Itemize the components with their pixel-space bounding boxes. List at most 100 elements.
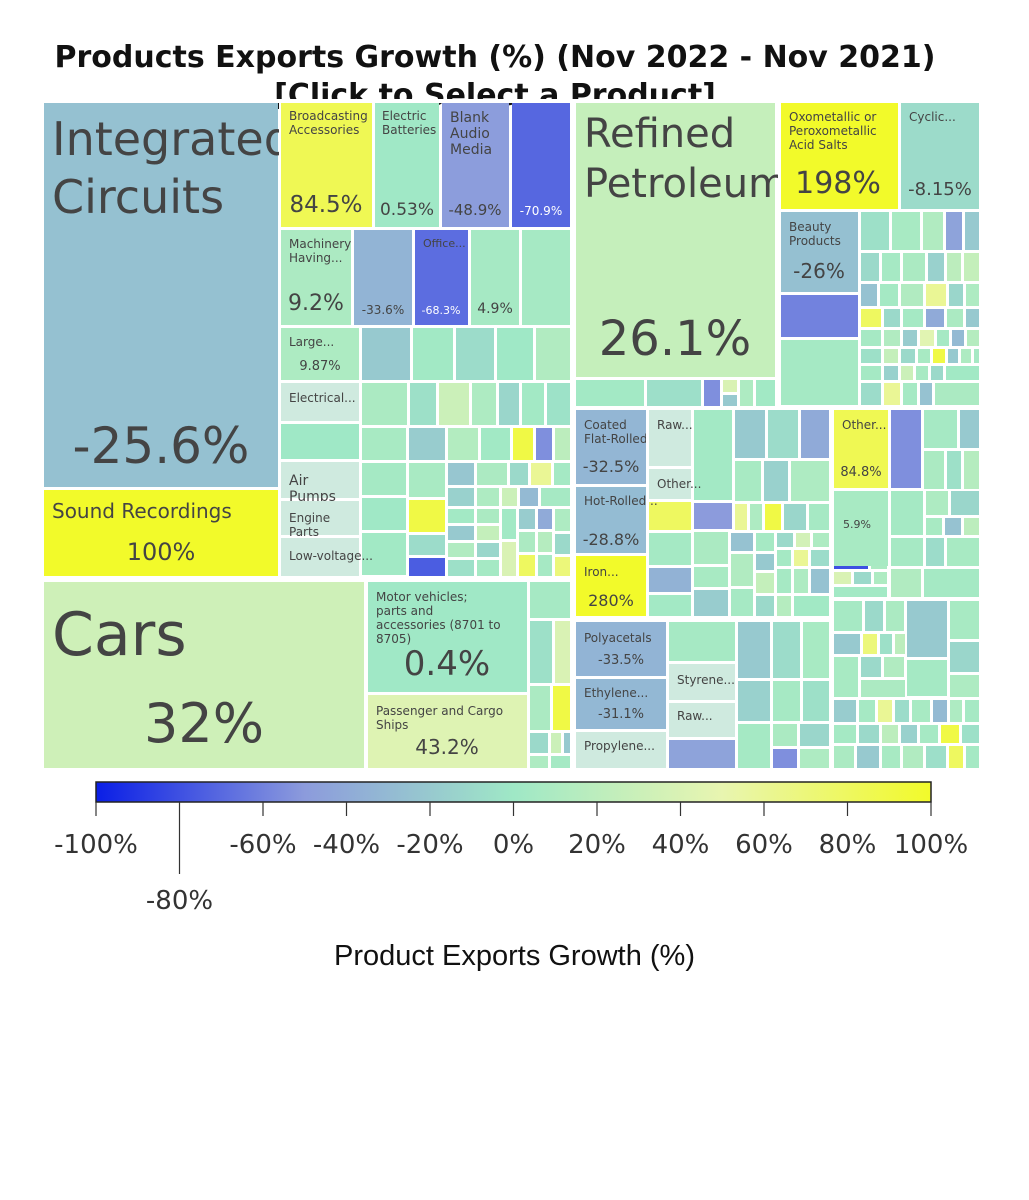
treemap-tile-small[interactable] bbox=[865, 601, 883, 631]
treemap-tile[interactable]: Sound Recordings 100% bbox=[44, 490, 278, 576]
treemap-tile-rect[interactable] bbox=[649, 410, 691, 466]
treemap-tile-small[interactable] bbox=[723, 395, 737, 406]
treemap-tile-small[interactable] bbox=[882, 253, 900, 281]
treemap-tile-small[interactable] bbox=[834, 657, 858, 697]
treemap-tile[interactable]: Large... 9.87% bbox=[281, 328, 359, 380]
treemap-tile-small[interactable] bbox=[923, 212, 943, 250]
treemap-tile-small[interactable] bbox=[756, 380, 775, 406]
treemap-tile[interactable]: -70.9% bbox=[512, 103, 570, 227]
treemap-tile-small[interactable] bbox=[948, 349, 958, 363]
treemap-tile-small[interactable] bbox=[920, 330, 934, 346]
treemap-tile-small[interactable] bbox=[522, 230, 570, 325]
treemap-tile-small[interactable] bbox=[884, 330, 900, 346]
treemap-tile-small[interactable] bbox=[794, 550, 808, 566]
treemap-tile-small[interactable] bbox=[538, 532, 552, 552]
treemap-tile-rect[interactable] bbox=[281, 462, 359, 498]
treemap-tile-small[interactable] bbox=[513, 428, 533, 460]
treemap-tile-small[interactable] bbox=[801, 410, 829, 458]
treemap-tile-rect[interactable] bbox=[576, 487, 646, 553]
treemap-tile-small[interactable] bbox=[477, 509, 499, 523]
treemap-tile-small[interactable] bbox=[861, 383, 881, 405]
treemap-tile-rect[interactable] bbox=[368, 582, 527, 692]
treemap-tile-small[interactable] bbox=[903, 746, 923, 768]
treemap-tile-small[interactable] bbox=[803, 681, 829, 721]
treemap-tile-small[interactable] bbox=[649, 502, 691, 530]
treemap-tile-small[interactable] bbox=[933, 700, 947, 722]
treemap-tile-small[interactable] bbox=[920, 383, 932, 405]
treemap-tile-small[interactable] bbox=[926, 491, 948, 515]
treemap-tile-small[interactable] bbox=[903, 309, 923, 327]
treemap-tile-small[interactable] bbox=[536, 428, 552, 460]
treemap-tile-small[interactable] bbox=[966, 746, 979, 768]
treemap-tile-small[interactable] bbox=[362, 328, 410, 380]
treemap-tile-small[interactable] bbox=[834, 634, 860, 654]
treemap-tile-small[interactable] bbox=[907, 660, 947, 696]
treemap-tile-small[interactable] bbox=[926, 746, 946, 768]
treemap-tile-small[interactable] bbox=[409, 463, 445, 497]
treemap-tile-small[interactable] bbox=[926, 309, 944, 327]
treemap-tile-small[interactable] bbox=[694, 410, 732, 500]
treemap-tile-small[interactable] bbox=[962, 725, 979, 743]
treemap-tile-small[interactable] bbox=[800, 749, 829, 768]
treemap-tile-small[interactable] bbox=[694, 590, 728, 616]
treemap-tile-small[interactable] bbox=[924, 451, 944, 489]
treemap-tile[interactable]: 5.9% bbox=[834, 491, 888, 566]
treemap-tile-small[interactable] bbox=[859, 700, 875, 722]
treemap-tile-small[interactable] bbox=[362, 463, 406, 495]
treemap-tile-small[interactable] bbox=[413, 328, 453, 380]
treemap-tile-rect[interactable] bbox=[281, 230, 351, 325]
treemap-tile-small[interactable] bbox=[497, 328, 533, 380]
treemap-tile-small[interactable] bbox=[694, 532, 728, 564]
treemap-tile-small[interactable] bbox=[530, 582, 570, 618]
treemap-tile-small[interactable] bbox=[834, 746, 854, 768]
treemap-tile-small[interactable] bbox=[448, 428, 478, 460]
treemap-tile-small[interactable] bbox=[926, 538, 944, 566]
treemap-tile-small[interactable] bbox=[947, 451, 961, 489]
treemap-tile-small[interactable] bbox=[519, 532, 535, 552]
treemap-tile-small[interactable] bbox=[731, 533, 753, 551]
treemap-tile-small[interactable] bbox=[874, 572, 887, 584]
treemap-tile[interactable]: Polyacetals -33.5% bbox=[576, 622, 666, 676]
treemap-tile-small[interactable] bbox=[765, 504, 781, 530]
treemap-tile-small[interactable] bbox=[777, 596, 791, 616]
treemap-tile-small[interactable] bbox=[541, 488, 570, 506]
treemap-tile-rect[interactable] bbox=[781, 212, 858, 292]
treemap-tile[interactable]: Office... -68.3% bbox=[415, 230, 468, 325]
treemap-tile-small[interactable] bbox=[519, 509, 535, 529]
treemap-tile-small[interactable] bbox=[861, 284, 877, 306]
treemap-tile-small[interactable] bbox=[964, 253, 979, 281]
treemap-tile-small[interactable] bbox=[924, 569, 979, 597]
treemap-tile-small[interactable] bbox=[901, 349, 915, 363]
treemap-tile-small[interactable] bbox=[555, 428, 570, 460]
treemap-tile-rect[interactable] bbox=[781, 103, 898, 209]
treemap-tile-small[interactable] bbox=[931, 366, 943, 380]
treemap-tile-small[interactable] bbox=[951, 491, 979, 515]
treemap-tile-small[interactable] bbox=[796, 533, 810, 547]
treemap-tile-small[interactable] bbox=[555, 509, 570, 531]
treemap-tile-small[interactable] bbox=[477, 560, 499, 576]
treemap-tile-small[interactable] bbox=[912, 700, 930, 722]
treemap-tile-small[interactable] bbox=[530, 756, 548, 768]
treemap-tile-rect[interactable] bbox=[44, 103, 278, 487]
treemap-tile-rect[interactable] bbox=[669, 703, 735, 737]
treemap-tile-small[interactable] bbox=[547, 383, 570, 425]
treemap-tile-small[interactable] bbox=[773, 622, 800, 678]
treemap-tile-small[interactable] bbox=[773, 681, 800, 721]
treemap-tile-small[interactable] bbox=[950, 642, 979, 672]
treemap-tile-small[interactable] bbox=[884, 366, 898, 380]
treemap-tile-small[interactable] bbox=[891, 569, 921, 597]
treemap-tile[interactable]: 4.9% bbox=[471, 230, 519, 325]
treemap-tile-small[interactable] bbox=[362, 428, 406, 460]
treemap-tile-small[interactable] bbox=[554, 463, 570, 485]
treemap-tile[interactable]: -33.6% bbox=[354, 230, 412, 325]
treemap-tile-small[interactable] bbox=[531, 463, 551, 485]
treemap-tile-small[interactable] bbox=[649, 533, 691, 565]
treemap-tile-small[interactable] bbox=[928, 253, 944, 281]
treemap-tile-rect[interactable] bbox=[44, 490, 278, 576]
treemap-tile-rect[interactable] bbox=[512, 103, 570, 227]
treemap-tile-small[interactable] bbox=[892, 212, 920, 250]
treemap-tile-small[interactable] bbox=[530, 621, 552, 683]
